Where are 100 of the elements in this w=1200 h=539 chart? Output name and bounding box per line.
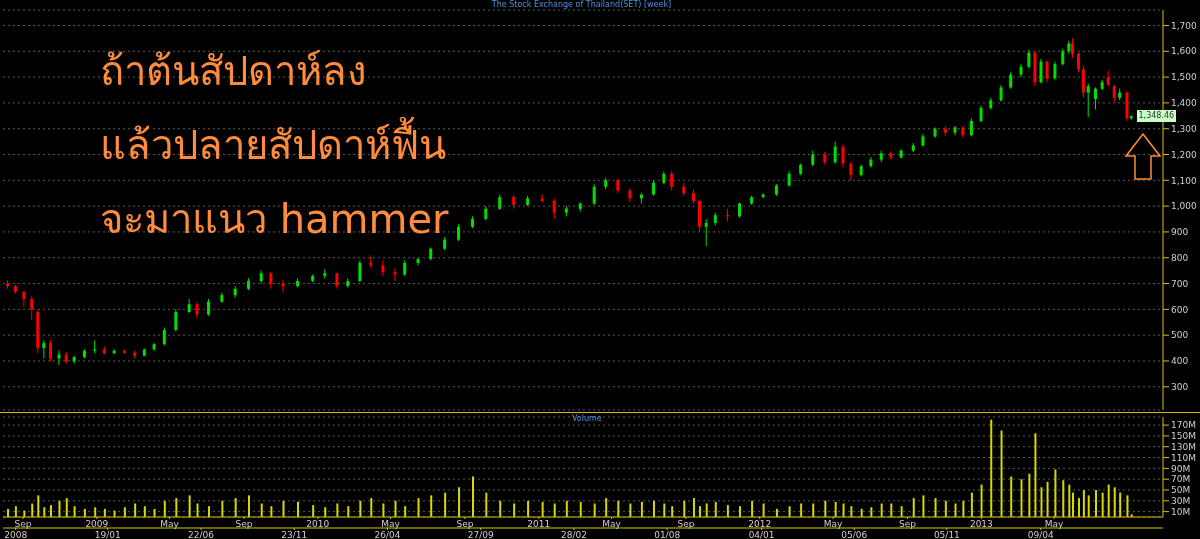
x-tick-label: Sep <box>14 519 32 530</box>
bar <box>653 500 656 517</box>
y-tick-label: 10M <box>1171 506 1191 517</box>
bar <box>37 495 40 517</box>
candlestick <box>381 259 385 277</box>
y-tick-label: 90M <box>1171 463 1191 474</box>
bar <box>990 419 993 517</box>
bar <box>1000 430 1003 517</box>
bar <box>513 503 516 517</box>
bar <box>31 503 34 517</box>
x-tick-label: May <box>602 519 622 530</box>
y-tick-label: 1,400 <box>1171 98 1198 109</box>
bar <box>850 506 853 517</box>
bar <box>788 506 791 517</box>
y-tick-label: 130M <box>1171 441 1196 452</box>
y-tick-label: 900 <box>1171 227 1189 238</box>
bar <box>640 501 643 517</box>
x-tick-label: 2013 <box>969 519 993 530</box>
x-tick-label: Sep <box>235 519 253 530</box>
bar <box>1078 498 1081 517</box>
bar <box>221 500 224 517</box>
bar <box>297 501 300 517</box>
bar <box>1040 487 1043 517</box>
y-tick-label: 500 <box>1171 330 1189 341</box>
bar <box>699 506 702 517</box>
bar <box>1046 481 1049 517</box>
bar <box>1071 492 1074 517</box>
bar <box>705 503 708 517</box>
bar <box>1062 480 1065 517</box>
candlestick <box>1093 86 1097 110</box>
y-tick-label: 1,600 <box>1171 46 1198 57</box>
y-tick-label: 1,500 <box>1171 72 1198 83</box>
bar <box>527 500 530 517</box>
bar <box>196 503 199 517</box>
bar <box>1054 469 1057 517</box>
bar <box>1101 492 1104 517</box>
candlestick <box>1086 83 1090 118</box>
x2-tick-label: 04/01 <box>748 530 775 539</box>
bar <box>541 501 544 517</box>
bar <box>247 495 250 517</box>
bar <box>962 500 965 517</box>
x-tick-label: Sep <box>456 519 474 530</box>
x2-tick-label: 2008 <box>4 530 28 539</box>
bar <box>58 500 61 517</box>
bar <box>234 498 237 517</box>
bar <box>282 500 285 517</box>
annotation: แล้วปลายสัปดาห์ฟื้น <box>100 115 447 170</box>
bar <box>1119 492 1122 517</box>
candlestick <box>42 339 46 359</box>
candlestick <box>823 151 827 166</box>
y-tick-label: 50M <box>1171 485 1191 496</box>
bar <box>751 500 754 517</box>
candlestick <box>1039 58 1043 85</box>
y-tick-label: 1,100 <box>1171 175 1198 186</box>
bar <box>163 500 166 517</box>
chart-title: The Stock Exchange of Thailand(SET) [week] <box>490 0 673 9</box>
bar <box>579 501 582 517</box>
bar <box>954 503 957 517</box>
bar <box>370 498 373 517</box>
y-tick-label: 1,300 <box>1171 123 1198 134</box>
bar <box>1094 489 1097 517</box>
bar <box>394 500 397 517</box>
bar <box>73 506 76 517</box>
x2-tick-label: 27/09 <box>467 530 494 539</box>
bar <box>605 498 608 517</box>
bar <box>458 487 461 517</box>
bar <box>472 476 474 517</box>
candlestick <box>1077 52 1081 73</box>
bar <box>444 492 447 517</box>
candlestick <box>30 295 34 321</box>
bar <box>934 498 937 517</box>
x2-tick-label: 22/06 <box>188 530 215 539</box>
bar <box>980 484 983 517</box>
bar <box>553 503 556 517</box>
bar <box>208 506 211 517</box>
bar <box>617 500 620 517</box>
candlestick <box>174 308 178 332</box>
bar <box>430 495 433 517</box>
bar <box>404 506 407 517</box>
y-tick-label: 700 <box>1171 278 1189 289</box>
bar <box>65 498 68 517</box>
x2-tick-label: 26/04 <box>374 530 401 539</box>
bar <box>1082 489 1085 517</box>
candlestick <box>841 143 845 168</box>
x-tick-label: May <box>381 519 401 530</box>
bar <box>944 500 947 517</box>
bar <box>714 501 717 517</box>
annotation: 1,348.46 <box>1136 110 1177 123</box>
candlestick <box>704 218 708 247</box>
x-tick-label: Sep <box>899 519 917 530</box>
x-tick-label: May <box>1044 519 1064 530</box>
candlestick <box>628 187 632 203</box>
bar <box>593 503 596 517</box>
candlestick <box>72 355 76 365</box>
y-tick-label: 1,200 <box>1171 149 1198 160</box>
x-tick-label: May <box>823 519 844 530</box>
bar <box>912 498 915 517</box>
bar <box>834 501 837 517</box>
bar <box>1028 473 1031 517</box>
candlestick <box>592 183 596 206</box>
